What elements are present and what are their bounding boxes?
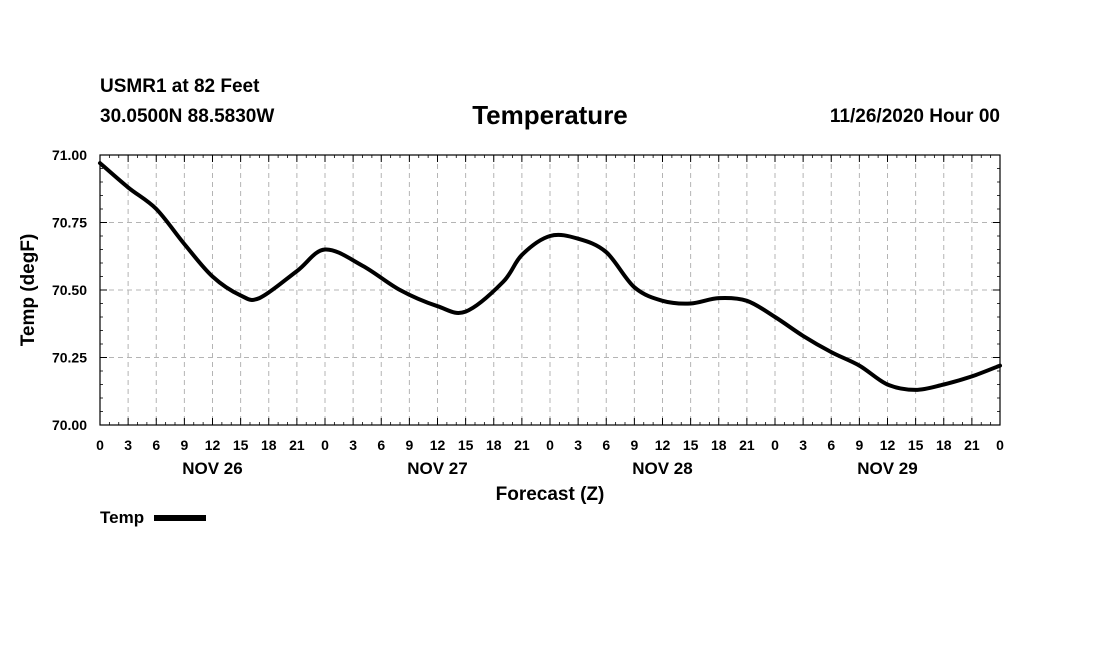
x-tick-label: 9 [630,437,638,453]
x-tick-label: 15 [458,437,474,453]
day-label: NOV 28 [632,459,692,478]
x-tick-label: 6 [827,437,835,453]
x-tick-label: 15 [233,437,249,453]
y-tick-label: 70.25 [52,350,87,366]
y-tick-label: 71.00 [52,147,87,163]
x-axis-title: Forecast (Z) [496,484,605,505]
x-tick-label: 18 [261,437,277,453]
x-tick-label: 6 [377,437,385,453]
x-tick-label: 21 [964,437,980,453]
y-tick-label: 70.75 [52,215,87,231]
temp-series-line [98,161,1002,392]
axis-labels: 0 3 6 9 12 15 18 21 0 3 6 9 12 15 18 21 0 3 6 9 12 15 18 21 0 3 6 9… [52,147,1004,478]
forecast-timestamp: 11/26/2020 Hour 00 [829,106,1000,127]
x-tick-label: 18 [486,437,502,453]
day-label: NOV 29 [857,459,917,478]
x-tick-label: 3 [124,437,132,453]
x-tick-label: 12 [655,437,671,453]
x-tick-label: 21 [514,437,530,453]
x-tick-label: 21 [289,437,305,453]
x-tick-label: 21 [739,437,755,453]
x-tick-label: 9 [405,437,413,453]
x-tick-label: 12 [205,437,221,453]
x-tick-label: 18 [936,437,952,453]
x-tick-label: 6 [152,437,160,453]
legend-label: Temp [100,508,145,527]
x-tick-label: 9 [180,437,188,453]
x-tick-label: 15 [908,437,924,453]
x-tick-label: 15 [683,437,699,453]
grid [100,155,1000,425]
day-label: NOV 26 [182,459,242,478]
x-tick-label: 6 [602,437,610,453]
x-tick-label: 0 [96,437,104,453]
legend-swatch [154,515,207,521]
x-tick-label: 9 [855,437,863,453]
x-tick-label: 3 [799,437,807,453]
day-label: NOV 27 [407,459,467,478]
x-tick-label: 12 [880,437,896,453]
x-tick-label: 0 [996,437,1004,453]
y-axis-title: Temp (degF) [18,234,39,347]
x-tick-label: 0 [321,437,329,453]
x-tick-label: 18 [711,437,727,453]
y-tick-label: 70.00 [52,417,87,433]
station-label: USMR1 at 82 Feet [100,76,260,97]
x-tick-label: 3 [574,437,582,453]
x-tick-label: 12 [430,437,446,453]
legend: Temp [100,508,207,528]
axis-ticks [99,154,1001,426]
x-tick-label: 0 [546,437,554,453]
chart-title: Temperature [472,100,628,130]
x-tick-label: 0 [771,437,779,453]
x-tick-label: 3 [349,437,357,453]
coordinates-label: 30.0500N 88.5830W [100,106,275,127]
y-tick-label: 70.50 [52,282,87,298]
